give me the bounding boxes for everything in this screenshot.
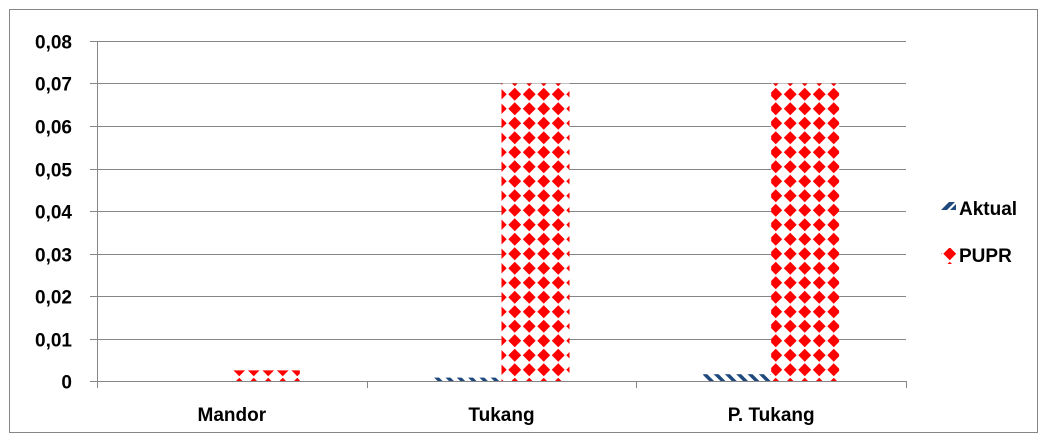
bar-aktual-1: [433, 377, 502, 381]
x-tick-label: P. Tukang: [728, 405, 815, 426]
bar-pupr-2: [771, 83, 840, 381]
y-tick-label: 0,02: [35, 288, 72, 309]
bars: [231, 83, 840, 381]
legend-label: Aktual: [959, 199, 1017, 220]
y-tick-label: 0: [61, 373, 72, 394]
bar-pupr-0: [231, 370, 300, 381]
x-tick-label: Mandor: [198, 405, 267, 426]
legend-swatch-pupr: [941, 248, 957, 264]
legend-item-pupr: PUPR: [941, 246, 1012, 267]
bar-aktual-2: [703, 374, 772, 381]
y-tick-label: 0,08: [35, 33, 72, 54]
x-tick-label: Tukang: [468, 405, 534, 426]
legend-swatch-part: [950, 204, 956, 210]
axes: [97, 41, 907, 388]
legend-label: PUPR: [959, 246, 1012, 267]
legend-item-aktual: Aktual: [941, 199, 1017, 220]
y-tick-label: 0,07: [35, 75, 72, 96]
y-tick-labels: 0 0,01 0,02 0,03 0,04 0,05 0,06 0,07 0,08: [35, 33, 72, 394]
y-tick-label: 0,06: [35, 118, 72, 139]
x-tick-labels: Mandor Tukang P. Tukang: [198, 405, 815, 426]
y-tick-label: 0,04: [35, 203, 72, 224]
y-tick-label: 0,05: [35, 161, 72, 182]
legend: Aktual PUPR: [941, 199, 1017, 267]
bar-pupr-1: [501, 83, 570, 381]
y-tick-label: 0,03: [35, 246, 72, 267]
legend-swatch-aktual: [941, 202, 955, 210]
y-tick-label: 0,01: [35, 331, 72, 352]
